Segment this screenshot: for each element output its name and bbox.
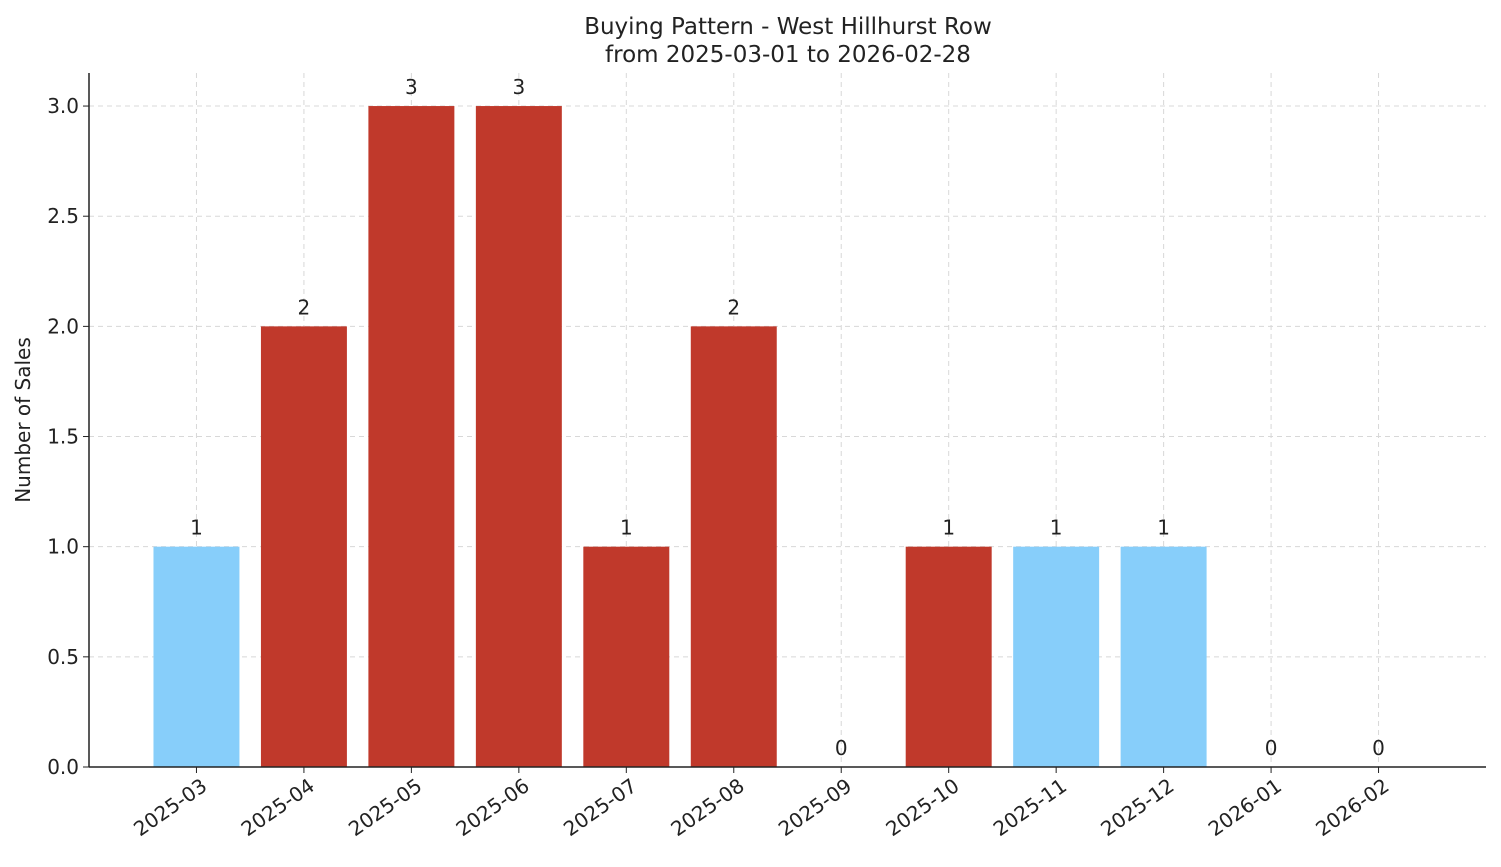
bar	[260, 326, 347, 767]
y-tick-label: 0.5	[47, 645, 79, 669]
x-tick-label: 2025-11	[989, 773, 1071, 841]
x-tick-label: 2025-07	[559, 773, 641, 841]
data-label: 1	[1157, 516, 1170, 540]
data-label: 2	[727, 295, 740, 319]
y-tick-label: 1.5	[47, 425, 79, 449]
x-tick-label: 2025-09	[774, 773, 856, 841]
data-label: 1	[1050, 516, 1063, 540]
y-tick-label: 2.0	[47, 314, 79, 338]
data-label: 0	[835, 736, 848, 760]
x-tick-label: 2025-08	[666, 773, 748, 841]
x-tick-label: 2025-04	[237, 773, 319, 841]
bar	[1013, 546, 1100, 767]
bar	[583, 546, 670, 767]
x-tick-label: 2025-03	[129, 773, 211, 841]
x-tick-label: 2025-10	[881, 773, 963, 841]
x-tick-label: 2025-06	[451, 773, 533, 841]
data-label: 1	[942, 516, 955, 540]
y-tick-label: 0.0	[47, 755, 79, 779]
data-label: 3	[512, 75, 525, 99]
data-label: 1	[620, 516, 633, 540]
chart-subtitle: from 2025-03-01 to 2026-02-28	[605, 42, 971, 68]
data-label: 0	[1265, 736, 1278, 760]
y-tick-label: 2.5	[47, 204, 79, 228]
bar	[153, 546, 240, 767]
bar	[690, 326, 777, 767]
data-label: 1	[190, 516, 203, 540]
x-tick-label: 2026-01	[1204, 773, 1286, 841]
bar	[368, 106, 455, 768]
x-tick-label: 2025-05	[344, 773, 426, 841]
y-tick-label: 1.0	[47, 535, 79, 559]
x-tick-label: 2026-02	[1311, 773, 1393, 841]
bar	[1120, 546, 1207, 767]
chart-title: Buying Pattern - West Hillhurst Row	[584, 14, 992, 40]
data-label: 3	[405, 75, 418, 99]
bar	[905, 546, 992, 767]
data-label: 2	[298, 295, 311, 319]
y-tick-label: 3.0	[47, 94, 79, 118]
data-label: 0	[1372, 736, 1385, 760]
y-axis-label: Number of Sales	[11, 337, 35, 503]
bar	[475, 106, 562, 768]
x-tick-label: 2025-12	[1096, 773, 1178, 841]
